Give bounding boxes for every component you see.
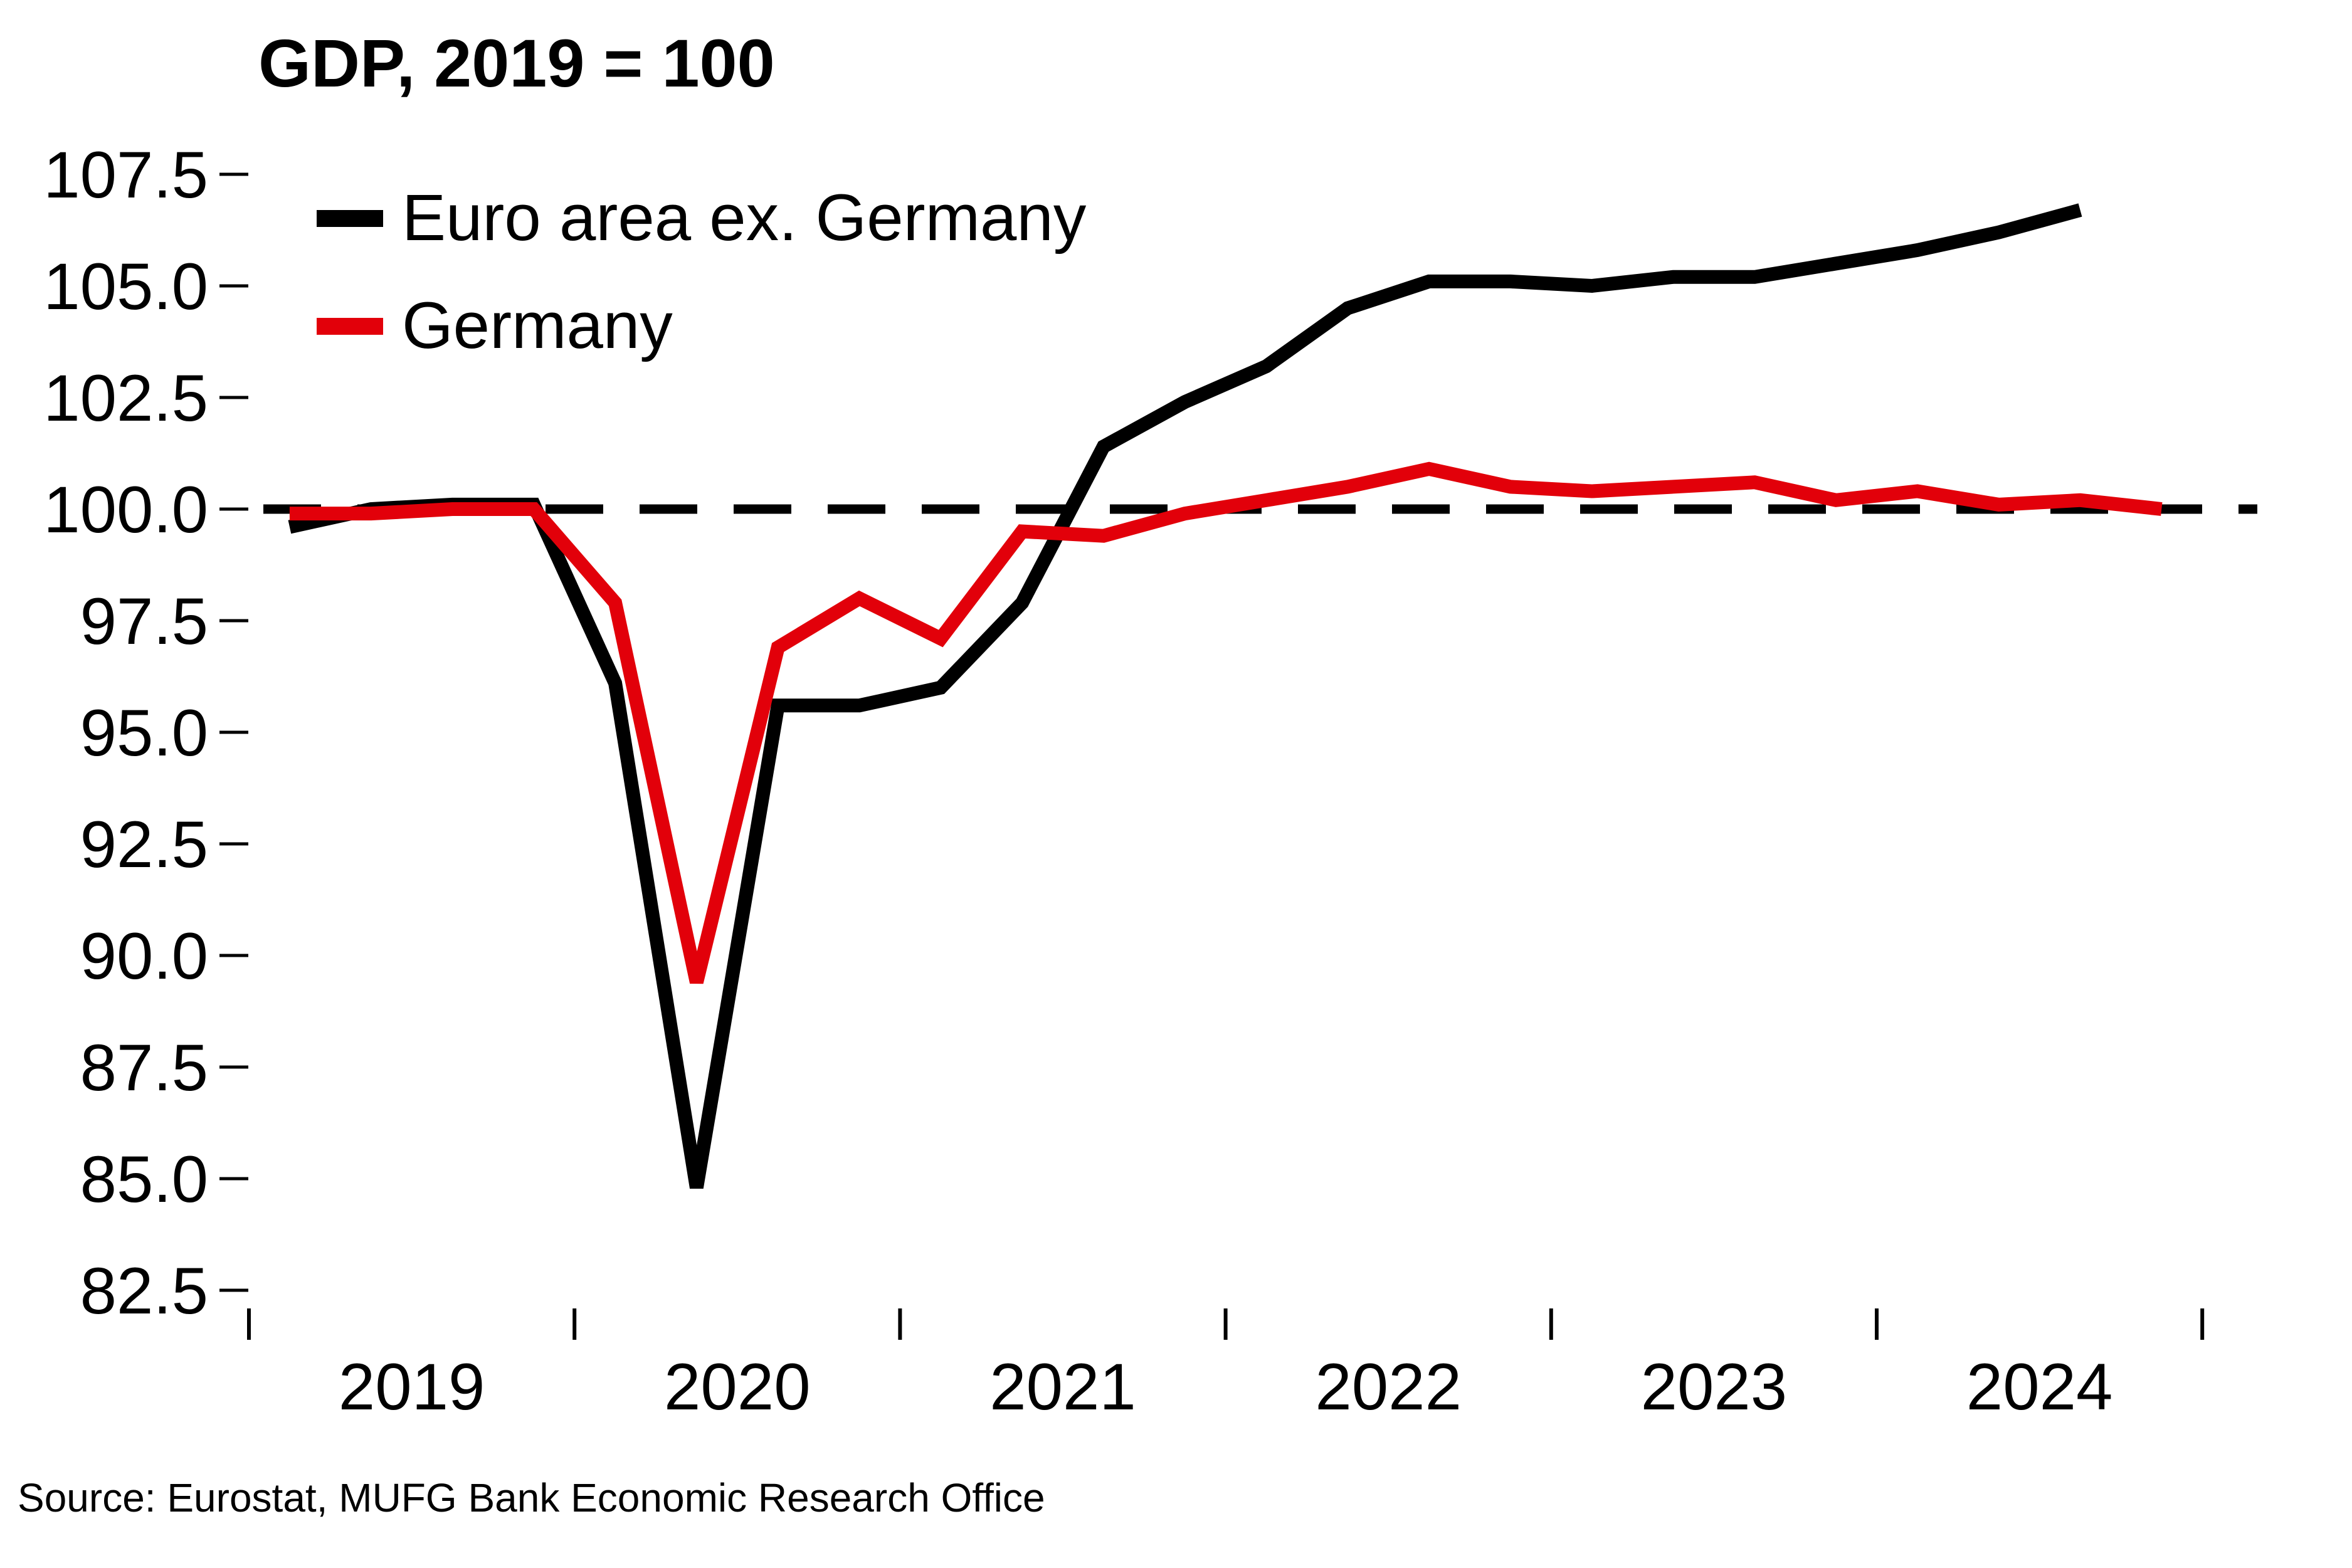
legend-item-euro-area-ex-germany: Euro area ex. Germany: [317, 164, 1086, 272]
y-axis-label: 100.0: [43, 473, 208, 547]
y-axis-label: 97.5: [80, 585, 208, 658]
chart-title: GDP, 2019 = 100: [258, 25, 775, 101]
y-axis-label: 85.0: [80, 1143, 208, 1216]
series-line-germany: [289, 461, 2163, 984]
source-note: Source: Eurostat, MUFG Bank Economic Res…: [18, 1475, 1045, 1520]
y-axis-label: 87.5: [80, 1031, 208, 1105]
y-axis-label: 82.5: [80, 1255, 208, 1328]
y-axis-label: 105.0: [43, 250, 208, 324]
legend-swatch-germany: [317, 317, 383, 335]
series-line-euro-area-ex-germany: [288, 203, 2082, 1189]
y-axis-label: 92.5: [80, 808, 208, 881]
y-axis-label: 95.0: [80, 697, 208, 770]
legend-swatch-euro-area-ex-germany: [317, 209, 383, 227]
y-axis-label: 107.5: [43, 139, 208, 212]
x-axis-label: 2024: [1966, 1350, 2113, 1424]
x-axis-label: 2021: [989, 1350, 1136, 1424]
legend-item-germany: Germany: [317, 272, 1086, 380]
x-axis-label: 2023: [1641, 1350, 1788, 1424]
legend-label-euro-area-ex-germany: Euro area ex. Germany: [402, 181, 1087, 255]
x-axis-label: 2022: [1315, 1350, 1462, 1424]
legend: Euro area ex. Germany Germany: [317, 164, 1086, 380]
x-axis-label: 2019: [339, 1350, 485, 1424]
y-axis-label: 102.5: [43, 362, 208, 435]
y-axis-label: 90.0: [80, 920, 208, 993]
x-axis-label: 2020: [664, 1350, 811, 1424]
legend-label-germany: Germany: [402, 289, 673, 363]
